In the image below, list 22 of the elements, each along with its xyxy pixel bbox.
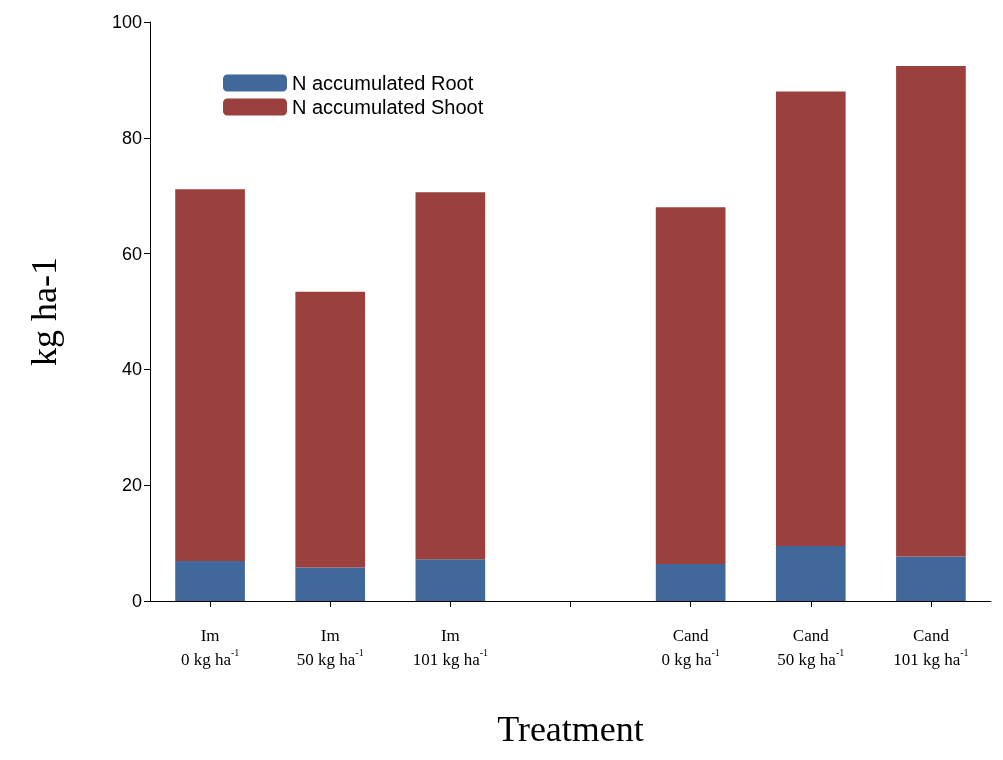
legend-label: N accumulated Shoot: [292, 96, 484, 118]
bar: [415, 192, 486, 560]
y-tick-label: 20: [121, 475, 142, 496]
bar: [175, 189, 245, 562]
y-tick-label: 0: [131, 591, 142, 611]
y-tick-label: 40: [121, 359, 142, 380]
bar: [775, 91, 846, 546]
y-tick-label: 100: [111, 12, 142, 32]
bar: [655, 563, 726, 601]
bar: [415, 559, 486, 601]
bar: [775, 546, 846, 601]
bar: [655, 207, 726, 564]
y-axis-title: kg ha-1: [24, 257, 64, 366]
x-axis-title: Treatment: [497, 709, 644, 749]
y-tick-label: 60: [121, 243, 142, 264]
bar: [295, 567, 366, 601]
legend-label: N accumulated Root: [292, 72, 474, 94]
bar: [175, 561, 245, 601]
y-tick-label: 80: [121, 127, 142, 148]
bar: [295, 291, 366, 568]
bar: [896, 556, 966, 601]
bar: [896, 66, 966, 557]
